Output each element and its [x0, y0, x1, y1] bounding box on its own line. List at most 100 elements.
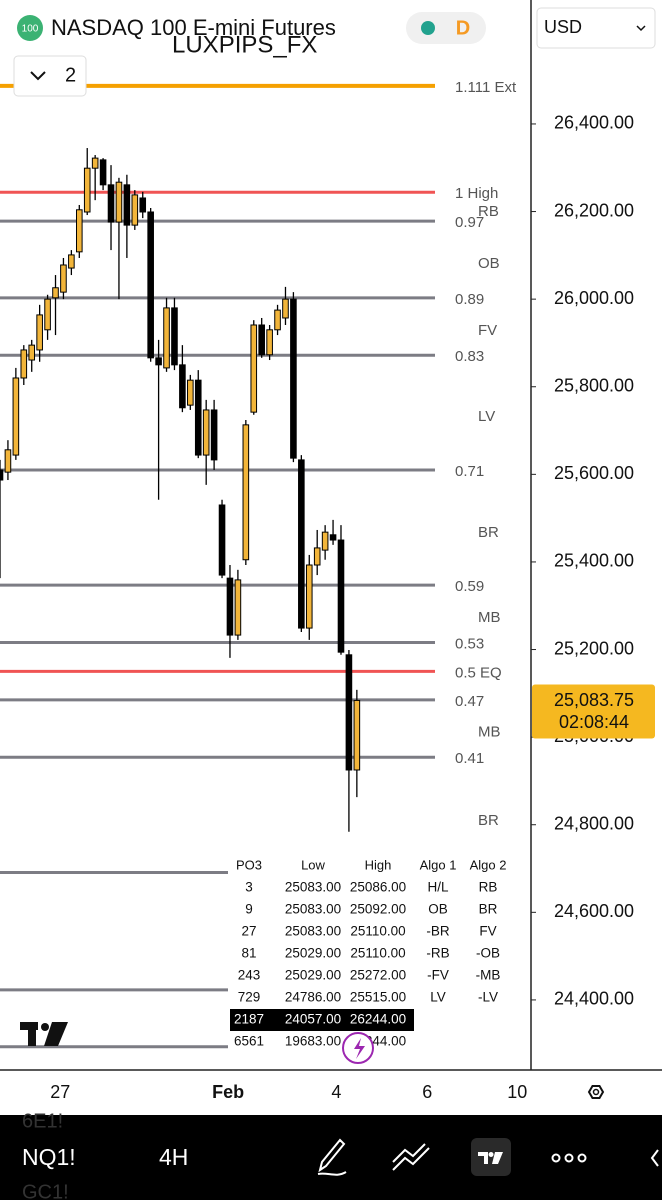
draw-tool[interactable]	[317, 1138, 347, 1176]
candle-body	[139, 197, 147, 213]
zone-label: RB	[478, 203, 499, 220]
candle-body	[298, 459, 305, 629]
table-cell: 26244.00	[350, 1012, 406, 1027]
symbol-title[interactable]: NASDAQ 100 E-mini Futures	[51, 15, 336, 40]
candle-body	[345, 654, 353, 771]
level-label: 0.71	[455, 463, 484, 480]
price-axis: 24,400.0024,600.0024,800.0025,000.0025,2…	[0, 0, 662, 1102]
candle-body	[20, 349, 28, 379]
y-tick-label: 25,400.00	[554, 551, 634, 571]
level-label: 1.111 Ext	[455, 79, 517, 96]
candle-body	[12, 377, 20, 456]
x-tick-label: 10	[507, 1082, 527, 1102]
level-label: 0.59	[455, 578, 484, 595]
candle-body	[353, 699, 361, 771]
candle-body	[44, 298, 51, 331]
candle-body	[4, 449, 12, 473]
candle-body	[210, 409, 218, 461]
zone-label: MB	[478, 724, 501, 741]
table-header: Algo 1	[420, 857, 457, 872]
overlay: 100 LUXPIPS_FX NASDAQ 100 E-mini Futures…	[0, 7, 662, 1200]
table-cell: 25110.00	[350, 946, 405, 961]
candle-body	[68, 254, 75, 269]
table-cell: 25110.00	[350, 924, 405, 939]
table-cell: 25086.00	[350, 880, 406, 895]
table-cell: 27	[241, 924, 256, 939]
candle-body	[0, 469, 4, 481]
chevron	[636, 25, 646, 32]
table-highlight	[230, 1009, 414, 1031]
table-cell: 3	[245, 880, 253, 895]
candle-body	[274, 309, 281, 331]
candle-body	[234, 579, 242, 636]
candle-body	[337, 539, 345, 653]
currency-select[interactable]	[536, 7, 656, 49]
table-cell: 25083.00	[285, 902, 341, 917]
table-cell: 25092.00	[350, 902, 406, 917]
indicator-toggle[interactable]	[13, 55, 87, 97]
candle-body	[305, 564, 313, 629]
zone-label: OB	[478, 255, 500, 272]
table-header: High	[365, 857, 392, 872]
collapse[interactable]	[650, 1149, 659, 1167]
table-header: PO3	[236, 857, 262, 872]
candle-body	[163, 307, 170, 369]
status-pill[interactable]	[406, 12, 486, 44]
candle-body	[226, 577, 234, 636]
y-tick-label: 26,200.00	[554, 200, 634, 220]
table-cell: 25515.00	[350, 990, 406, 1005]
y-tick-label: 26,400.00	[554, 113, 634, 133]
candle-body	[171, 307, 178, 366]
table-cell: OB	[428, 902, 448, 917]
table-cell: 729	[238, 990, 261, 1005]
table-cell: 2187	[234, 1012, 264, 1027]
candle-body	[99, 159, 107, 186]
toolbar-symbol[interactable]: NQ1!	[22, 1144, 76, 1170]
table-cell: 6561	[234, 1034, 264, 1049]
toolbar	[0, 1115, 662, 1200]
candle-body	[28, 344, 36, 361]
indicators-tool[interactable]	[392, 1143, 430, 1171]
y-tick-label: 25,200.00	[554, 638, 634, 658]
table-cell: BR	[479, 902, 498, 917]
y-tick-label: 24,800.00	[554, 813, 634, 833]
badge-text: 100	[22, 24, 39, 35]
last-price: 25,083.75	[554, 690, 634, 710]
table-cell: 243	[238, 968, 261, 983]
candle-body	[329, 534, 337, 541]
zone-label: BR	[478, 524, 499, 541]
table-cell: 25083.00	[285, 880, 341, 895]
table-cell: 25083.00	[285, 924, 341, 939]
toolbar-interval[interactable]: 4H	[159, 1144, 188, 1170]
candle-body	[194, 379, 202, 456]
currency: USD	[544, 17, 582, 37]
candle-body	[282, 298, 289, 319]
plot-area: 1.111 Ext 1 High 0.97 0.89 0.83 0.71 0.59 0.53 0…	[0, 79, 517, 1057]
more[interactable]	[551, 1153, 561, 1163]
candle-body	[218, 504, 226, 576]
symbol-above[interactable]: 6E1!	[22, 1110, 63, 1132]
candle-body	[258, 324, 265, 356]
symbol-below[interactable]: GC1!	[22, 1181, 69, 1200]
candle-body	[147, 211, 154, 359]
candle-body	[76, 209, 83, 253]
table-cell: 9	[245, 902, 253, 917]
settings-icon[interactable]	[587, 1085, 605, 1099]
countdown: 02:08:44	[559, 712, 629, 732]
x-tick-label: 27	[50, 1082, 70, 1102]
candle-body	[321, 531, 329, 551]
y-tick-label: 26,000.00	[554, 288, 634, 308]
tv-button[interactable]	[471, 1138, 511, 1176]
table-cell: 25029.00	[285, 946, 341, 961]
market-dot	[421, 21, 435, 35]
symbol-badge	[17, 15, 43, 41]
candle-body	[250, 324, 258, 413]
table-cell: H/L	[427, 880, 449, 895]
candle-body	[313, 547, 321, 566]
candle-body	[91, 157, 99, 169]
x-tick-label: Feb	[212, 1082, 244, 1102]
table-cell: -MB	[476, 968, 501, 983]
table-cell: 19683.00	[285, 1034, 341, 1049]
level-label: 0.41	[455, 750, 484, 767]
